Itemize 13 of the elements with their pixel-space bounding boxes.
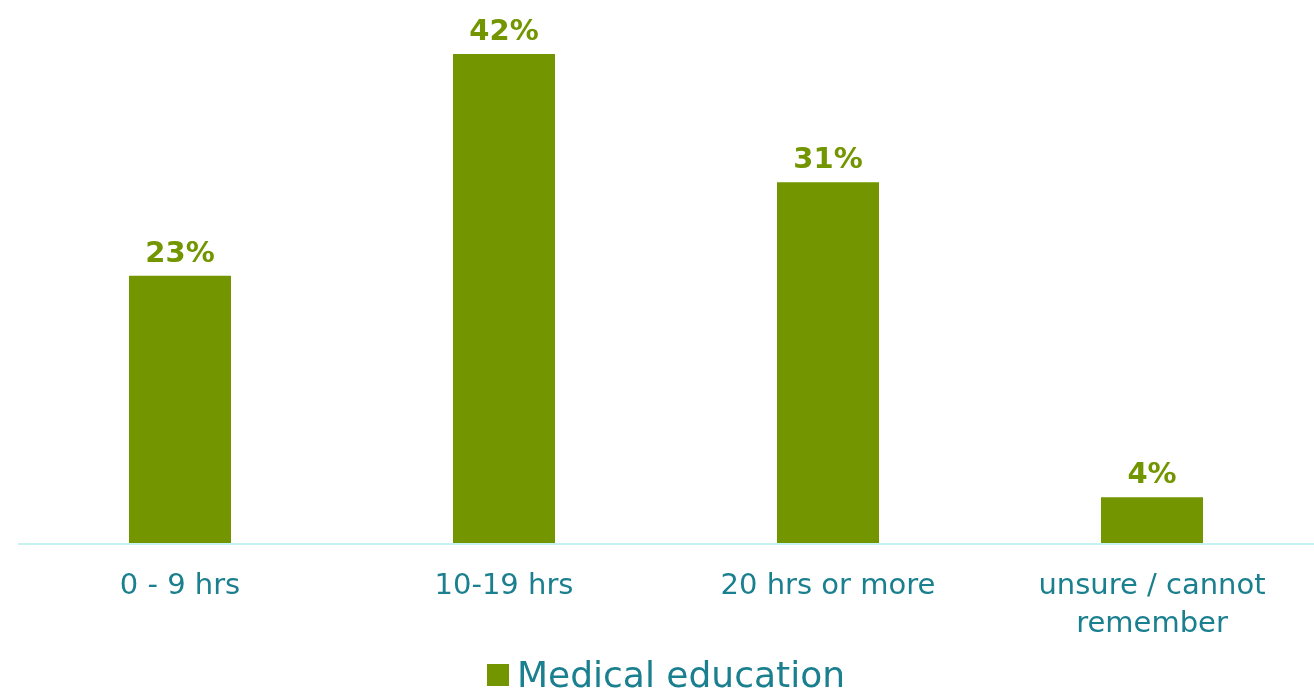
x-tick-label: unsure / cannot remember: [1038, 567, 1266, 639]
x-tick-label: 20 hrs or more: [720, 567, 936, 601]
x-tick-label: 10-19 hrs: [434, 567, 574, 601]
bar: [453, 54, 555, 544]
x-tick-label: 0 - 9 hrs: [119, 567, 241, 601]
data-label: 23%: [145, 234, 215, 269]
legend-label: Medical education: [517, 654, 845, 695]
bar: [129, 275, 231, 544]
bar: [1101, 497, 1203, 544]
data-label: 4%: [1127, 456, 1177, 491]
data-label: 42%: [469, 13, 539, 47]
bar: [777, 182, 879, 544]
data-label: 31%: [793, 141, 863, 176]
